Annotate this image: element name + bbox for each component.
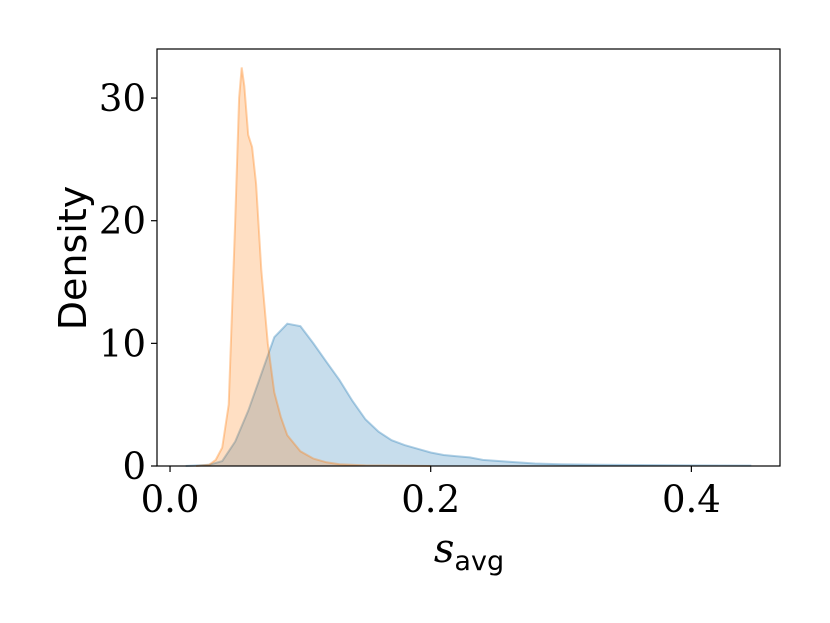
x-tick-label: 0.4 (662, 478, 721, 521)
series-layer (185, 67, 752, 467)
ticks-layer: 0.0 0.2 0.4 0 10 20 30 (99, 77, 721, 521)
x-axis-label: savg (434, 526, 504, 577)
density-area-2 (196, 67, 431, 467)
density-line-1 (185, 322, 752, 467)
density-area-1 (185, 323, 752, 466)
x-axis-label-subscript: avg (454, 546, 504, 577)
x-tick-label: 0.0 (141, 478, 200, 521)
y-tick-label: 30 (99, 77, 146, 120)
y-tick-label: 20 (99, 200, 146, 243)
y-tick-label: 0 (122, 445, 146, 488)
y-tick-label: 10 (99, 322, 146, 365)
density-line-2 (196, 67, 431, 467)
x-axis-label-main: s (434, 526, 455, 572)
plot-frame (156, 48, 781, 467)
y-axis-label: Density (51, 186, 95, 330)
x-tick-label: 0.2 (401, 478, 460, 521)
